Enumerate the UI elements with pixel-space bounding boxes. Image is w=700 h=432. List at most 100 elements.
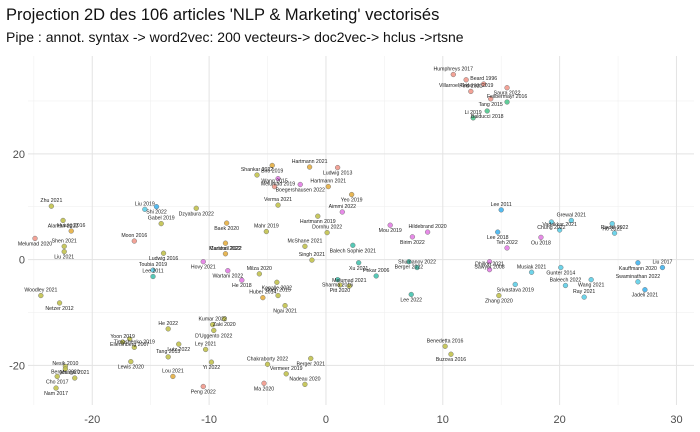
point-label: Berger 2021 xyxy=(296,361,325,367)
data-point xyxy=(484,108,490,114)
data-point xyxy=(127,336,133,342)
data-point xyxy=(119,339,126,345)
data-point xyxy=(53,385,59,391)
x-tick-label: -10 xyxy=(201,414,217,426)
point-label: Wang 2015 xyxy=(261,179,287,185)
data-point xyxy=(297,181,303,188)
data-point xyxy=(142,206,148,212)
data-point xyxy=(339,209,345,215)
data-point xyxy=(581,294,587,300)
point-label: D'Uggento 2022 xyxy=(195,333,232,339)
data-point xyxy=(72,375,78,381)
data-point xyxy=(208,359,215,365)
data-point xyxy=(406,259,412,265)
point-label: Pitt 2020 xyxy=(330,288,351,294)
point-label: Srivastava 2019 xyxy=(497,287,534,293)
point-label: Ngai 2021 xyxy=(273,309,297,315)
data-point xyxy=(504,245,510,251)
point-label: Shumanov 2022 xyxy=(398,260,436,266)
data-point xyxy=(260,295,266,301)
data-point xyxy=(256,271,262,277)
data-point xyxy=(128,358,134,365)
axis-tick-labels: -20 -10 0 10 20 30 -20 0 20 xyxy=(9,149,683,426)
point-label: Sharma 2016 xyxy=(322,283,353,289)
data-point xyxy=(131,344,137,351)
data-point xyxy=(635,279,641,285)
data-point xyxy=(558,264,564,271)
data-point xyxy=(283,371,289,377)
point-label: Vadakkar 2021 xyxy=(542,222,577,228)
data-point xyxy=(61,249,67,255)
data-point xyxy=(239,277,245,283)
point-label: Ludwig 2013 xyxy=(323,171,353,177)
point-label: Nesik 2010 xyxy=(52,361,78,367)
data-point xyxy=(568,217,574,224)
point-label: Milza 2020 xyxy=(247,266,272,272)
point-label: Lee 2022 xyxy=(400,297,422,303)
point-label: Ludwig 2016 xyxy=(149,256,179,262)
point-label: Kumar 2022 xyxy=(198,317,226,323)
point-label: Zhang 2020 xyxy=(485,299,513,305)
data-point xyxy=(222,251,229,257)
point-label: Gunter 2014 xyxy=(546,271,575,277)
point-label: Dhillon 2021 xyxy=(475,262,504,268)
point-label: Timoshenko 2019 xyxy=(114,339,155,345)
point-label: Liu 2021 xyxy=(54,255,74,261)
point-label: Mangili 2021 xyxy=(60,370,90,376)
point-label: Verma 2021 xyxy=(264,197,292,203)
point-label: Beard 1996 xyxy=(470,76,497,82)
grid-lines xyxy=(28,56,694,405)
y-tick-label: 0 xyxy=(19,255,25,267)
point-label: Peng 2022 xyxy=(191,389,216,395)
chart-subtitle: Pipe : annot. syntax -> word2vec: 200 ve… xyxy=(6,29,464,45)
point-label: Shi 2022 xyxy=(146,210,167,216)
data-point xyxy=(202,346,209,353)
data-point xyxy=(334,277,341,283)
point-label: Feilbermayr 2016 xyxy=(487,94,527,100)
point-label: Piris 2021 xyxy=(459,83,482,89)
data-point xyxy=(200,383,206,390)
point-labels: Humphreys 2017 Villarroel Ordenes 2019Bea… xyxy=(18,67,673,398)
data-point xyxy=(275,176,281,182)
data-point xyxy=(642,287,648,293)
x-tick-label: -20 xyxy=(84,414,100,426)
point-label: Yi 2022 xyxy=(203,365,221,371)
point-label: Yeo 2019 xyxy=(341,198,363,204)
data-point xyxy=(481,81,487,87)
data-point xyxy=(498,207,504,213)
point-label: Hartmann 2021 xyxy=(292,159,328,165)
point-label: Liu 2017 xyxy=(652,260,672,266)
data-point xyxy=(302,381,308,388)
data-point xyxy=(274,279,280,285)
data-point xyxy=(165,326,171,332)
point-label: Grewal 2021 xyxy=(557,212,587,218)
point-label: Lee 2018 xyxy=(487,235,509,241)
data-point xyxy=(150,273,156,280)
point-label: Li 2019 xyxy=(465,110,482,116)
data-point xyxy=(54,373,60,380)
data-point xyxy=(56,300,63,306)
data-point xyxy=(356,260,362,266)
data-point xyxy=(48,203,55,209)
x-tick-label: 0 xyxy=(323,414,329,426)
data-point xyxy=(68,228,74,234)
data-point xyxy=(160,250,167,256)
point-label: He 2022 xyxy=(158,321,178,327)
point-label: Huber 2014 xyxy=(249,290,276,296)
data-point xyxy=(450,71,456,78)
data-point xyxy=(463,77,469,83)
data-point xyxy=(470,115,476,121)
point-label: Melumad 2020 xyxy=(18,241,52,247)
data-point xyxy=(170,373,176,380)
point-label: Nadeau 2020 xyxy=(289,376,320,382)
data-point xyxy=(225,268,231,274)
data-point xyxy=(609,220,615,227)
point-label: Carlson 2022 xyxy=(210,246,241,252)
data-point xyxy=(488,96,494,102)
data-point xyxy=(334,164,341,171)
point-label: Chen 2015 xyxy=(265,288,290,294)
data-point xyxy=(153,204,160,210)
data-point xyxy=(209,321,216,328)
data-point xyxy=(302,243,308,250)
